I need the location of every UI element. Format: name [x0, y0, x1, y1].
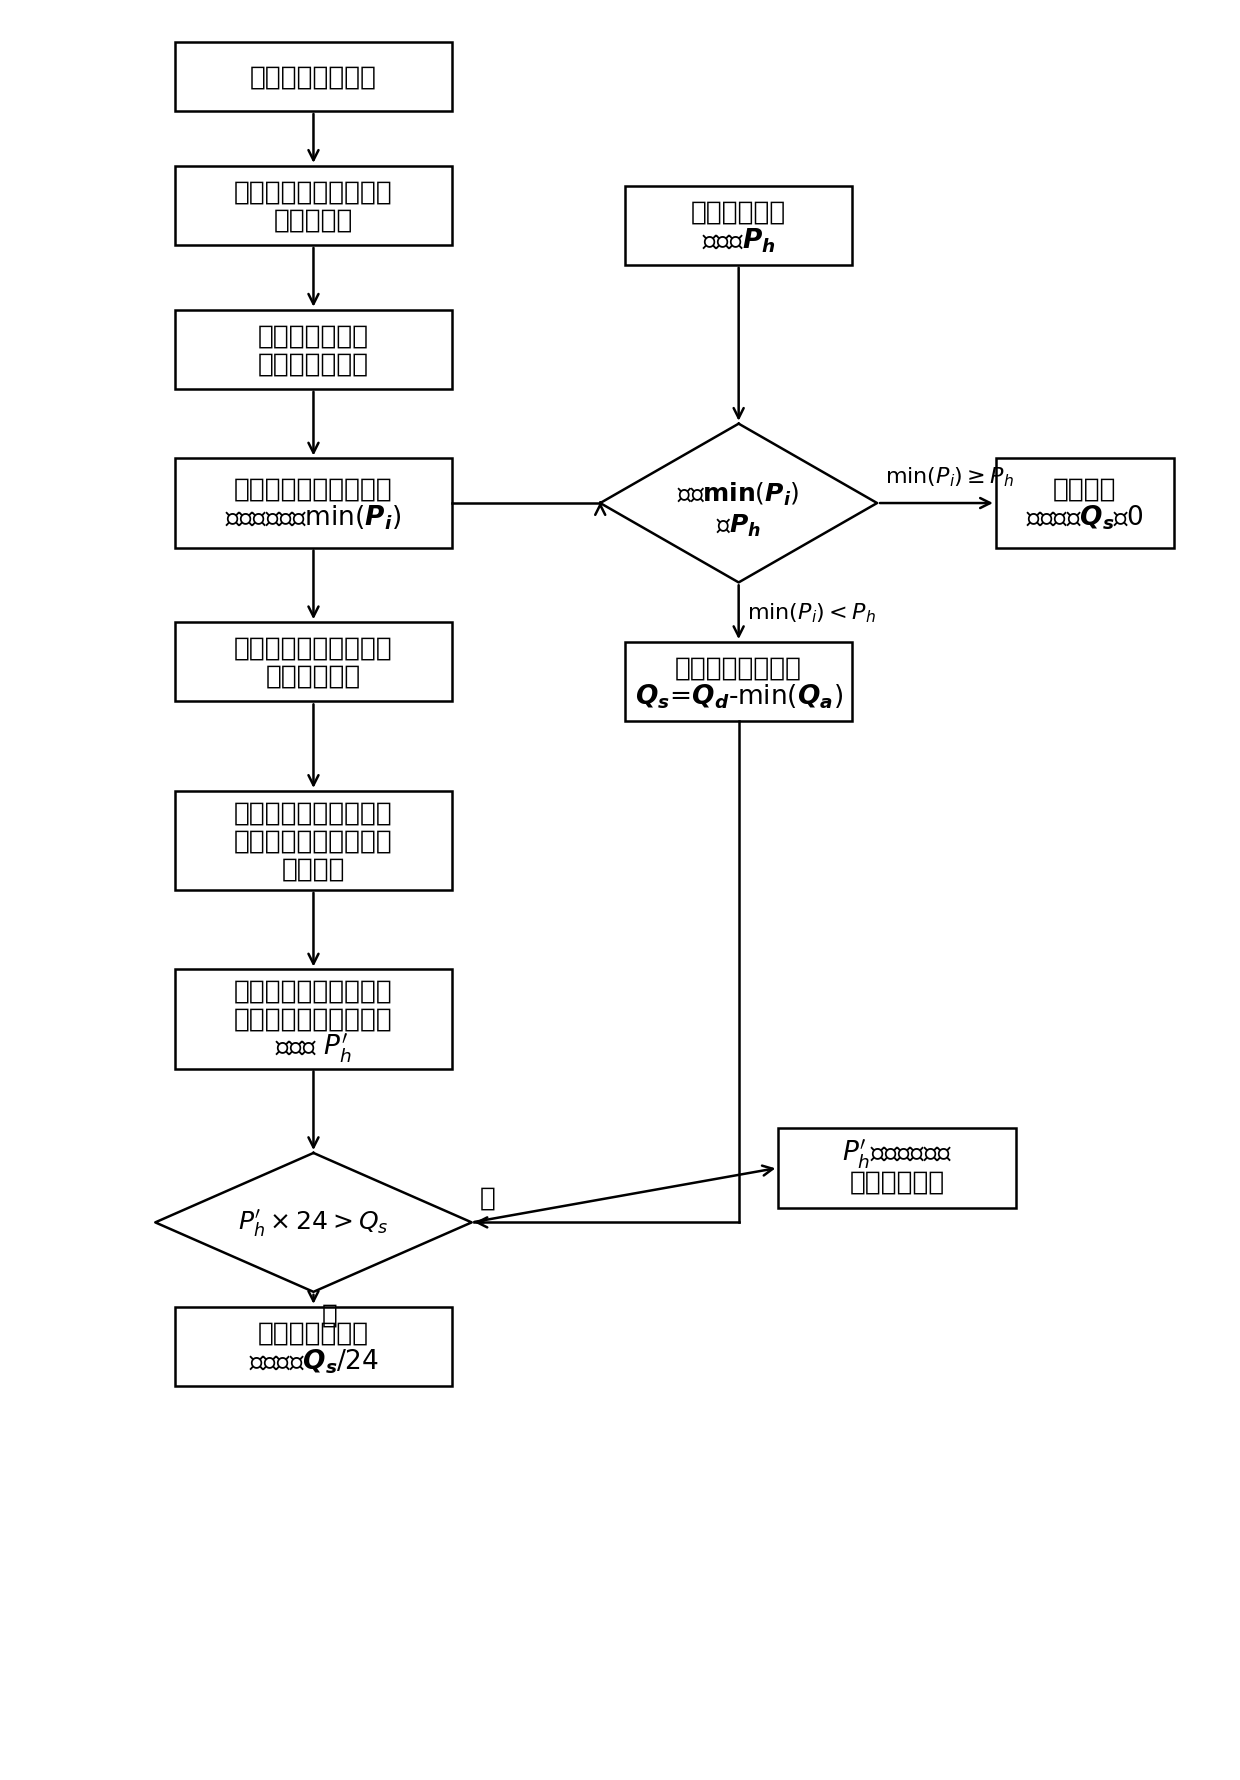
Text: 型日弃风功率: 型日弃风功率 — [265, 664, 361, 689]
Text: $P_h'\times24>Q_s$: $P_h'\times24>Q_s$ — [238, 1207, 388, 1239]
Text: 度理论功率: 度理论功率 — [274, 208, 353, 233]
Bar — [625, 187, 852, 265]
Bar — [175, 43, 451, 112]
Bar — [175, 310, 451, 390]
Text: 得到供暖期风电场的典: 得到供暖期风电场的典 — [234, 635, 393, 662]
Text: 电采暖的储热容量: 电采暖的储热容量 — [675, 655, 802, 682]
Text: 小日弃风功率min($\bfit{P_i}$): 小日弃风功率min($\bfit{P_i}$) — [226, 504, 402, 532]
Text: 根据风电场弃风电量的: 根据风电场弃风电量的 — [234, 979, 393, 1004]
Text: 计算电采暖供: 计算电采暖供 — [691, 199, 786, 224]
Text: 否: 否 — [321, 1301, 337, 1328]
Text: 对比$\bf{min}$($\bfit{P_i}$): 对比$\bf{min}$($\bfit{P_i}$) — [677, 481, 800, 507]
Bar — [175, 167, 451, 246]
Bar — [175, 623, 451, 701]
Text: 得到不同电采暖的加热: 得到不同电采暖的加热 — [234, 799, 393, 826]
Polygon shape — [600, 424, 877, 584]
Bar — [175, 1307, 451, 1387]
Text: $P_h'$即为设计的电: $P_h'$即为设计的电 — [842, 1137, 952, 1171]
Bar — [175, 459, 451, 548]
Bar — [779, 1129, 1016, 1209]
Text: 得到还原后的风电场年: 得到还原后的风电场年 — [234, 180, 393, 205]
Text: 的利用率: 的利用率 — [281, 856, 345, 883]
Text: 热功率$\bfit{P_h}$: 热功率$\bfit{P_h}$ — [702, 226, 775, 255]
Text: 利用率确定电采暖的加: 利用率确定电采暖的加 — [234, 1006, 393, 1032]
Text: 采暖加热功率: 采暖加热功率 — [849, 1169, 945, 1196]
Text: 得到供暖期风电: 得到供暖期风电 — [258, 322, 370, 349]
Text: 设计的电采暖加: 设计的电采暖加 — [258, 1319, 370, 1346]
Bar — [175, 970, 451, 1070]
Text: 是: 是 — [480, 1185, 496, 1210]
Bar — [175, 792, 451, 890]
Bar — [625, 643, 852, 723]
Text: 与$\bfit{P_h}$: 与$\bfit{P_h}$ — [717, 513, 761, 539]
Text: 储热容量$\bfit{Q_s}$为0: 储热容量$\bfit{Q_s}$为0 — [1025, 504, 1143, 532]
Polygon shape — [155, 1153, 471, 1292]
Text: 得到供暖期风电场的最: 得到供暖期风电场的最 — [234, 477, 393, 502]
Text: 热功率 $P_h'$: 热功率 $P_h'$ — [275, 1031, 352, 1064]
Text: 电采暖的: 电采暖的 — [1053, 477, 1116, 502]
Text: 获取年度测风数据: 获取年度测风数据 — [250, 64, 377, 91]
Text: $\min(P_i)\geq P_h$: $\min(P_i)\geq P_h$ — [885, 465, 1014, 490]
Text: 热功率为$\bfit{Q_s}$/24: 热功率为$\bfit{Q_s}$/24 — [248, 1346, 378, 1374]
Text: 功率下风电场弃风电量: 功率下风电场弃风电量 — [234, 828, 393, 854]
Text: $\bfit{Q_s}$=$\bfit{Q_d}$-min($\bfit{Q_a}$): $\bfit{Q_s}$=$\bfit{Q_d}$-min($\bfit{Q_a… — [635, 682, 843, 710]
Text: $\min(P_i) < P_h$: $\min(P_i) < P_h$ — [746, 602, 875, 625]
Bar — [996, 459, 1174, 548]
Text: 场的日弃风功率: 场的日弃风功率 — [258, 351, 370, 377]
